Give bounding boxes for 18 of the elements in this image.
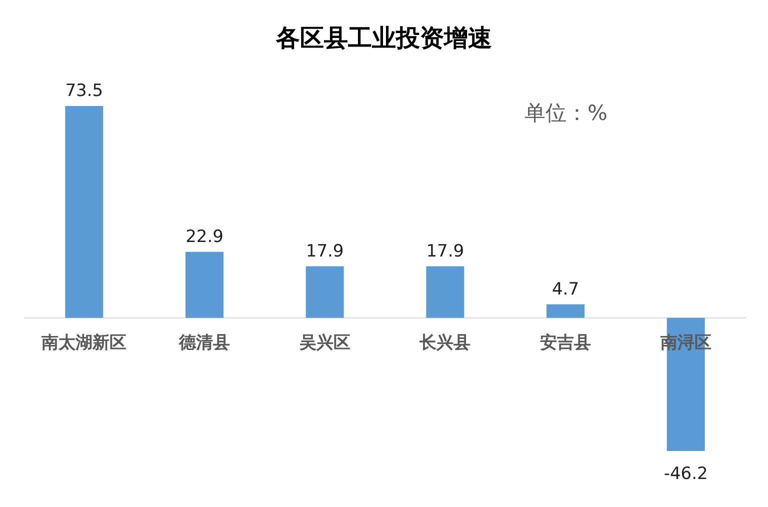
data-label: 4.7 (552, 279, 580, 300)
x-tick-label: 德清县 (178, 332, 230, 353)
data-label: -46.2 (664, 464, 708, 484)
data-label: 22.9 (186, 226, 224, 247)
data-label: 73.5 (65, 81, 104, 101)
bar (65, 106, 104, 318)
x-tick-label: 南太湖新区 (40, 332, 127, 353)
data-label: 17.9 (426, 241, 464, 262)
x-tick-label: 长兴县 (418, 332, 471, 353)
x-tick-label: 吴兴区 (298, 332, 350, 353)
chart-title: 各区县工业投资增速 (275, 24, 492, 52)
bar (306, 266, 344, 318)
annotation: 单位：% (524, 101, 608, 125)
bar (186, 252, 224, 318)
bar (546, 304, 584, 318)
x-tick-label: 安吉县 (540, 332, 591, 353)
bar (426, 266, 464, 318)
data-label: 17.9 (306, 241, 344, 262)
